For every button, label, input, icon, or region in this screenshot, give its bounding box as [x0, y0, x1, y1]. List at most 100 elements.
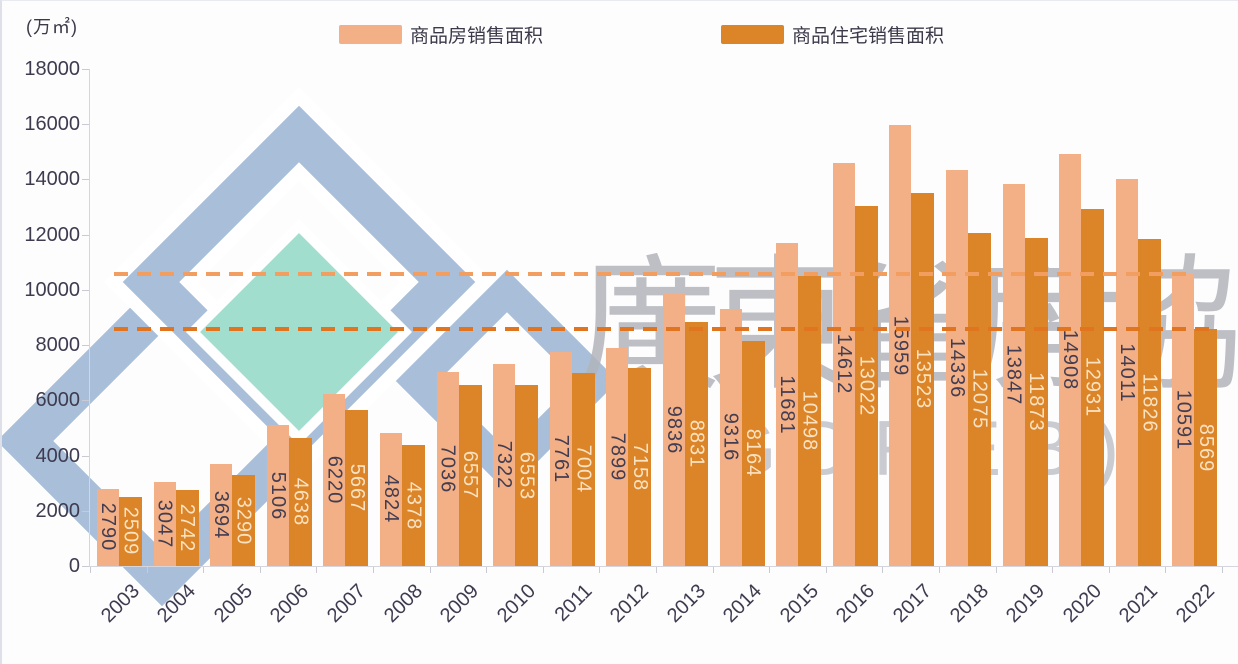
- x-axis-tick: [259, 567, 261, 573]
- x-axis-label-2012: 2012: [605, 580, 653, 628]
- y-axis-tick: [82, 289, 89, 291]
- x-axis-label-2004: 2004: [153, 580, 201, 628]
- bar-label-residential-2007: 5667: [345, 463, 368, 513]
- y-axis-label: 18000: [24, 58, 80, 80]
- bar-sales-2020: [1059, 154, 1082, 566]
- bar-label-residential-2003: 2509: [119, 507, 142, 556]
- x-axis-line: [86, 566, 1238, 567]
- x-axis-label-2011: 2011: [550, 580, 597, 626]
- x-axis-label-2005: 2005: [209, 580, 257, 628]
- bar-label-sales-2019: 13847: [1002, 344, 1025, 406]
- bar-sales-2015: [776, 243, 799, 566]
- bar-label-sales-2006: 5106: [266, 471, 289, 520]
- x-axis-tick: [882, 567, 884, 573]
- x-axis-tick: [542, 567, 544, 573]
- bar-sales-2018: [946, 170, 968, 566]
- x-axis-tick: [769, 567, 771, 573]
- bar-label-sales-2015: 11681: [776, 375, 799, 435]
- bar-label-residential-2008: 4378: [402, 481, 425, 530]
- bar-label-residential-2021: 11826: [1138, 373, 1161, 433]
- y-axis-tick: [82, 234, 89, 236]
- bar-residential-2012: [628, 368, 652, 566]
- y-axis-tick: [82, 566, 89, 567]
- y-axis-tick: [82, 400, 89, 402]
- x-axis-tick: [1052, 567, 1054, 573]
- y-axis-label: 4000: [35, 444, 81, 467]
- x-axis-tick: [825, 567, 827, 573]
- bar-label-sales-2021: 14011: [1115, 342, 1138, 403]
- bar-label-sales-2005: 3694: [210, 490, 233, 540]
- x-axis-label-2009: 2009: [436, 580, 484, 628]
- bar-residential-2022: [1194, 329, 1218, 566]
- reference-line-2: [114, 327, 1215, 332]
- y-axis-label: 6000: [35, 389, 81, 412]
- bar-label-sales-2022: 10591: [1172, 389, 1195, 451]
- bar-label-sales-2018: 14336: [946, 337, 968, 399]
- x-axis-label-2020: 2020: [1058, 580, 1106, 628]
- x-axis-label-2003: 2003: [96, 580, 144, 628]
- bar-label-residential-2012: 7158: [628, 442, 651, 492]
- bar-sales-2014: [719, 308, 742, 566]
- bar-label-sales-2009: 7036: [436, 444, 459, 494]
- bar-label-sales-2010: 7322: [493, 440, 516, 490]
- y-axis-label: 16000: [24, 113, 80, 136]
- bar-label-sales-2016: 14612: [832, 333, 855, 395]
- y-axis-label: 12000: [24, 223, 80, 246]
- bar-sales-2019: [1002, 183, 1025, 566]
- x-axis-tick: [486, 567, 488, 573]
- bar-residential-2019: [1024, 238, 1048, 566]
- bar-label-residential-2015: 10498: [798, 390, 821, 452]
- bar-label-residential-2011: 7004: [572, 445, 595, 494]
- bar-label-sales-2017: 15959: [889, 315, 912, 376]
- bar-residential-2017: [911, 192, 935, 566]
- legend-item-sales: 商品房销售面积: [339, 21, 543, 48]
- legend-swatch-residential: [721, 25, 784, 44]
- x-axis-label-2010: 2010: [492, 580, 540, 628]
- x-axis-tick: [1108, 567, 1110, 573]
- bar-label-sales-2008: 4824: [380, 475, 402, 524]
- x-axis-label-2015: 2015: [775, 580, 823, 628]
- bar-sales-2013: [663, 294, 685, 566]
- bar-label-sales-2004: 3047: [153, 499, 176, 549]
- bar-label-residential-2009: 6557: [459, 451, 482, 500]
- y-axis-tick: [82, 124, 89, 126]
- x-axis-label-2013: 2013: [662, 580, 710, 628]
- bar-sales-2017: [889, 125, 912, 566]
- bar-label-residential-2010: 6553: [515, 451, 538, 500]
- legend-swatch-sales: [339, 25, 402, 44]
- x-axis-label-2019: 2019: [1002, 580, 1050, 628]
- bar-residential-2014: [741, 340, 765, 566]
- bar-label-sales-2014: 9316: [719, 413, 742, 462]
- bar-residential-2013: [685, 322, 708, 566]
- bar-residential-2015: [798, 276, 822, 566]
- watermark-diamond-teal: [185, 218, 413, 446]
- x-axis-label-2014: 2014: [719, 580, 767, 628]
- bar-label-residential-2019: 11873: [1025, 372, 1048, 432]
- y-axis-unit-label: (万㎡): [26, 17, 78, 37]
- x-axis-label-2016: 2016: [832, 580, 880, 628]
- y-axis-tick: [82, 510, 89, 512]
- x-axis-label-2006: 2006: [266, 580, 314, 628]
- watermark-diamond-central: [104, 87, 494, 477]
- y-axis-label: 0: [68, 555, 80, 577]
- bar-label-residential-2005: 3290: [232, 496, 255, 545]
- legend-label-residential: 商品住宅销售面积: [792, 26, 945, 47]
- x-axis-tick: [429, 567, 431, 573]
- bar-label-sales-2012: 7899: [606, 432, 629, 482]
- bar-label-residential-2013: 8831: [685, 419, 708, 469]
- bar-label-residential-2022: 8569: [1194, 423, 1217, 472]
- x-axis-tick: [146, 567, 148, 573]
- bar-sales-2021: [1115, 179, 1138, 566]
- reference-line-1: [114, 271, 1189, 276]
- bar-label-sales-2011: 7761: [549, 434, 572, 484]
- x-axis-tick: [599, 567, 601, 573]
- x-axis-label-2017: 2017: [888, 580, 936, 628]
- x-axis-label-2008: 2008: [379, 580, 427, 628]
- x-axis-label-2022: 2022: [1171, 580, 1219, 628]
- bar-residential-2020: [1081, 208, 1105, 566]
- y-axis-line: [89, 69, 90, 567]
- x-axis-tick: [995, 567, 997, 573]
- x-axis-tick: [656, 567, 657, 573]
- x-axis-tick: [1165, 567, 1167, 573]
